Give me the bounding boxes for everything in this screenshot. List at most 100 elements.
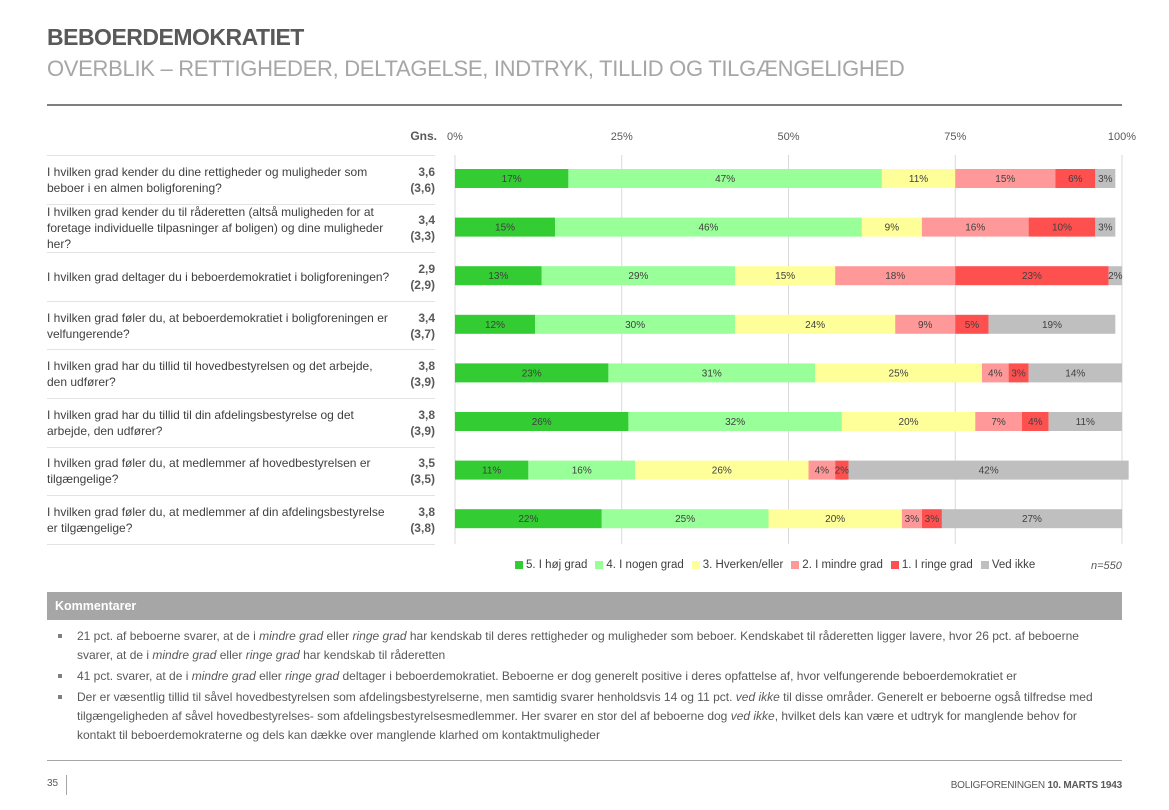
bar-value-label: 7% xyxy=(991,417,1006,428)
legend-label: 5. I høj grad xyxy=(526,559,588,571)
average-value: 3,5 xyxy=(418,456,435,471)
bar-value-label: 14% xyxy=(1065,368,1085,379)
comment-item: 41 pct. svarer, at de i mindre grad elle… xyxy=(58,667,1118,686)
legend-label: 2. I mindre grad xyxy=(802,559,883,571)
bar-segment xyxy=(981,363,1009,383)
bar-segment xyxy=(1095,217,1116,237)
bar-value-label: 4% xyxy=(815,466,830,477)
legend-item: Ved ikke xyxy=(980,559,1035,571)
average-value: 3,4 xyxy=(418,213,435,228)
bar-segment xyxy=(455,363,609,383)
bar-value-label: 32% xyxy=(725,417,745,428)
bar-value-label: 12% xyxy=(485,320,505,331)
bar-segment xyxy=(808,460,836,480)
footer-text: BOLIGFORENINGEN 10. MARTS 1943 xyxy=(951,780,1123,791)
comment-emphasis: mindre grad xyxy=(152,648,217,662)
bar-segment xyxy=(921,217,1029,237)
bar-value-label: 31% xyxy=(702,368,722,379)
comment-emphasis: mindre grad xyxy=(259,629,324,643)
bar-segment xyxy=(768,509,902,529)
comment-text: eller xyxy=(216,648,246,662)
bar-segment xyxy=(628,412,842,431)
bar-segment xyxy=(988,314,1116,334)
bar-value-label: 23% xyxy=(522,368,542,379)
bar-value-label: 27% xyxy=(1022,514,1042,525)
bar-value-label: 15% xyxy=(775,271,795,282)
legend-swatch-icon xyxy=(980,561,989,569)
stacked-bar-chart: 0% 25% 50% 75% 100% 17% 47% 11% 15% 6% 3% 15% 46% 9% 1… xyxy=(447,131,1136,544)
bar-segment xyxy=(921,509,942,529)
bar-value-label: 9% xyxy=(918,320,933,331)
bullet-icon xyxy=(58,695,62,699)
previous-average-value: (3,6) xyxy=(410,180,435,195)
bar-segment xyxy=(1108,266,1122,286)
bar-value-label: 24% xyxy=(805,320,825,331)
legend-swatch-icon xyxy=(791,561,800,569)
legend-item: 3. Hverken/eller xyxy=(691,559,784,571)
question-row: I hvilken grad kender du dine rettighede… xyxy=(47,155,435,204)
question-average: 3,6 (3,6) xyxy=(395,164,435,196)
bar-value-label: 16% xyxy=(965,223,985,234)
bar-value-label: 11% xyxy=(482,466,501,477)
bar-segment xyxy=(555,217,862,237)
bar-value-label: 10% xyxy=(1052,223,1072,234)
legend-swatch-icon xyxy=(890,561,899,569)
bar-segment xyxy=(955,169,1056,188)
sample-size-label: n=550 xyxy=(1091,560,1122,572)
previous-average-value: (3,7) xyxy=(410,326,435,341)
bar-segment xyxy=(1055,169,1096,188)
average-value: 2,9 xyxy=(418,261,435,276)
previous-average-value: (3,9) xyxy=(410,375,435,390)
comment-text: 21 pct. af beboerne svarer, at de i xyxy=(77,629,260,643)
bar-segment xyxy=(955,266,1109,286)
bar-value-label: 25% xyxy=(889,368,909,379)
bar-segment xyxy=(735,266,836,286)
bar-value-label: 30% xyxy=(625,320,645,331)
comment-text: til disse områder. Generelt er beboerne … xyxy=(77,690,1093,723)
previous-average-value: (2,9) xyxy=(410,277,435,292)
bar-segment xyxy=(1028,217,1096,237)
bar-value-label: 22% xyxy=(518,514,538,525)
bar-value-label: 17% xyxy=(502,174,522,185)
bar-segment xyxy=(528,460,636,480)
previous-average-value: (3,3) xyxy=(410,229,435,244)
average-value: 3,6 xyxy=(418,164,435,179)
bar-value-label: 6% xyxy=(1068,174,1083,185)
page-subtitle: OVERBLIK – RETTIGHEDER, DELTAGELSE, INDT… xyxy=(47,56,905,81)
question-average: 3,4 (3,7) xyxy=(395,310,435,342)
bar-value-label: 23% xyxy=(1022,271,1042,282)
bar-value-label: 3% xyxy=(925,514,940,525)
comment-text: 41 pct. svarer, at de i xyxy=(77,669,192,683)
comment-emphasis: ved ikke xyxy=(730,709,775,723)
bar-value-label: 46% xyxy=(698,223,718,234)
previous-average-value: (3,9) xyxy=(410,423,435,438)
bar-value-label: 11% xyxy=(1076,417,1095,428)
average-value: 3,8 xyxy=(418,407,435,422)
bar-value-label: 5% xyxy=(965,320,980,331)
bar-value-label: 13% xyxy=(488,271,508,282)
legend-item: 4. I nogen grad xyxy=(595,559,684,571)
bar-segment xyxy=(901,509,922,529)
question-average: 3,4 (3,3) xyxy=(395,212,435,244)
comment-emphasis: ringe grad xyxy=(285,669,340,683)
bar-segment xyxy=(1021,412,1049,431)
bar-value-label: 2% xyxy=(835,466,850,477)
bar-segment xyxy=(815,363,982,383)
bar-value-label: 9% xyxy=(885,223,900,234)
bullet-icon xyxy=(58,634,62,638)
bar-segment xyxy=(881,169,956,188)
bar-value-label: 20% xyxy=(899,417,919,428)
bar-value-label: 3% xyxy=(1098,174,1113,185)
bar-segment xyxy=(601,509,769,529)
legend-label: 3. Hverken/eller xyxy=(702,559,784,571)
average-value: 3,8 xyxy=(418,359,435,374)
average-value: 3,4 xyxy=(418,310,435,325)
bar-value-label: 20% xyxy=(825,514,845,525)
bar-value-label: 16% xyxy=(572,466,592,477)
question-text: I hvilken grad kender du dine rettighede… xyxy=(47,164,368,195)
gns-column-header: Gns. xyxy=(410,129,437,143)
bar-value-label: 25% xyxy=(675,514,695,525)
question-text: I hvilken grad føler du, at medlemmer af… xyxy=(47,456,371,487)
bar-segment xyxy=(455,217,556,237)
question-list: I hvilken grad kender du dine rettighede… xyxy=(47,155,435,545)
